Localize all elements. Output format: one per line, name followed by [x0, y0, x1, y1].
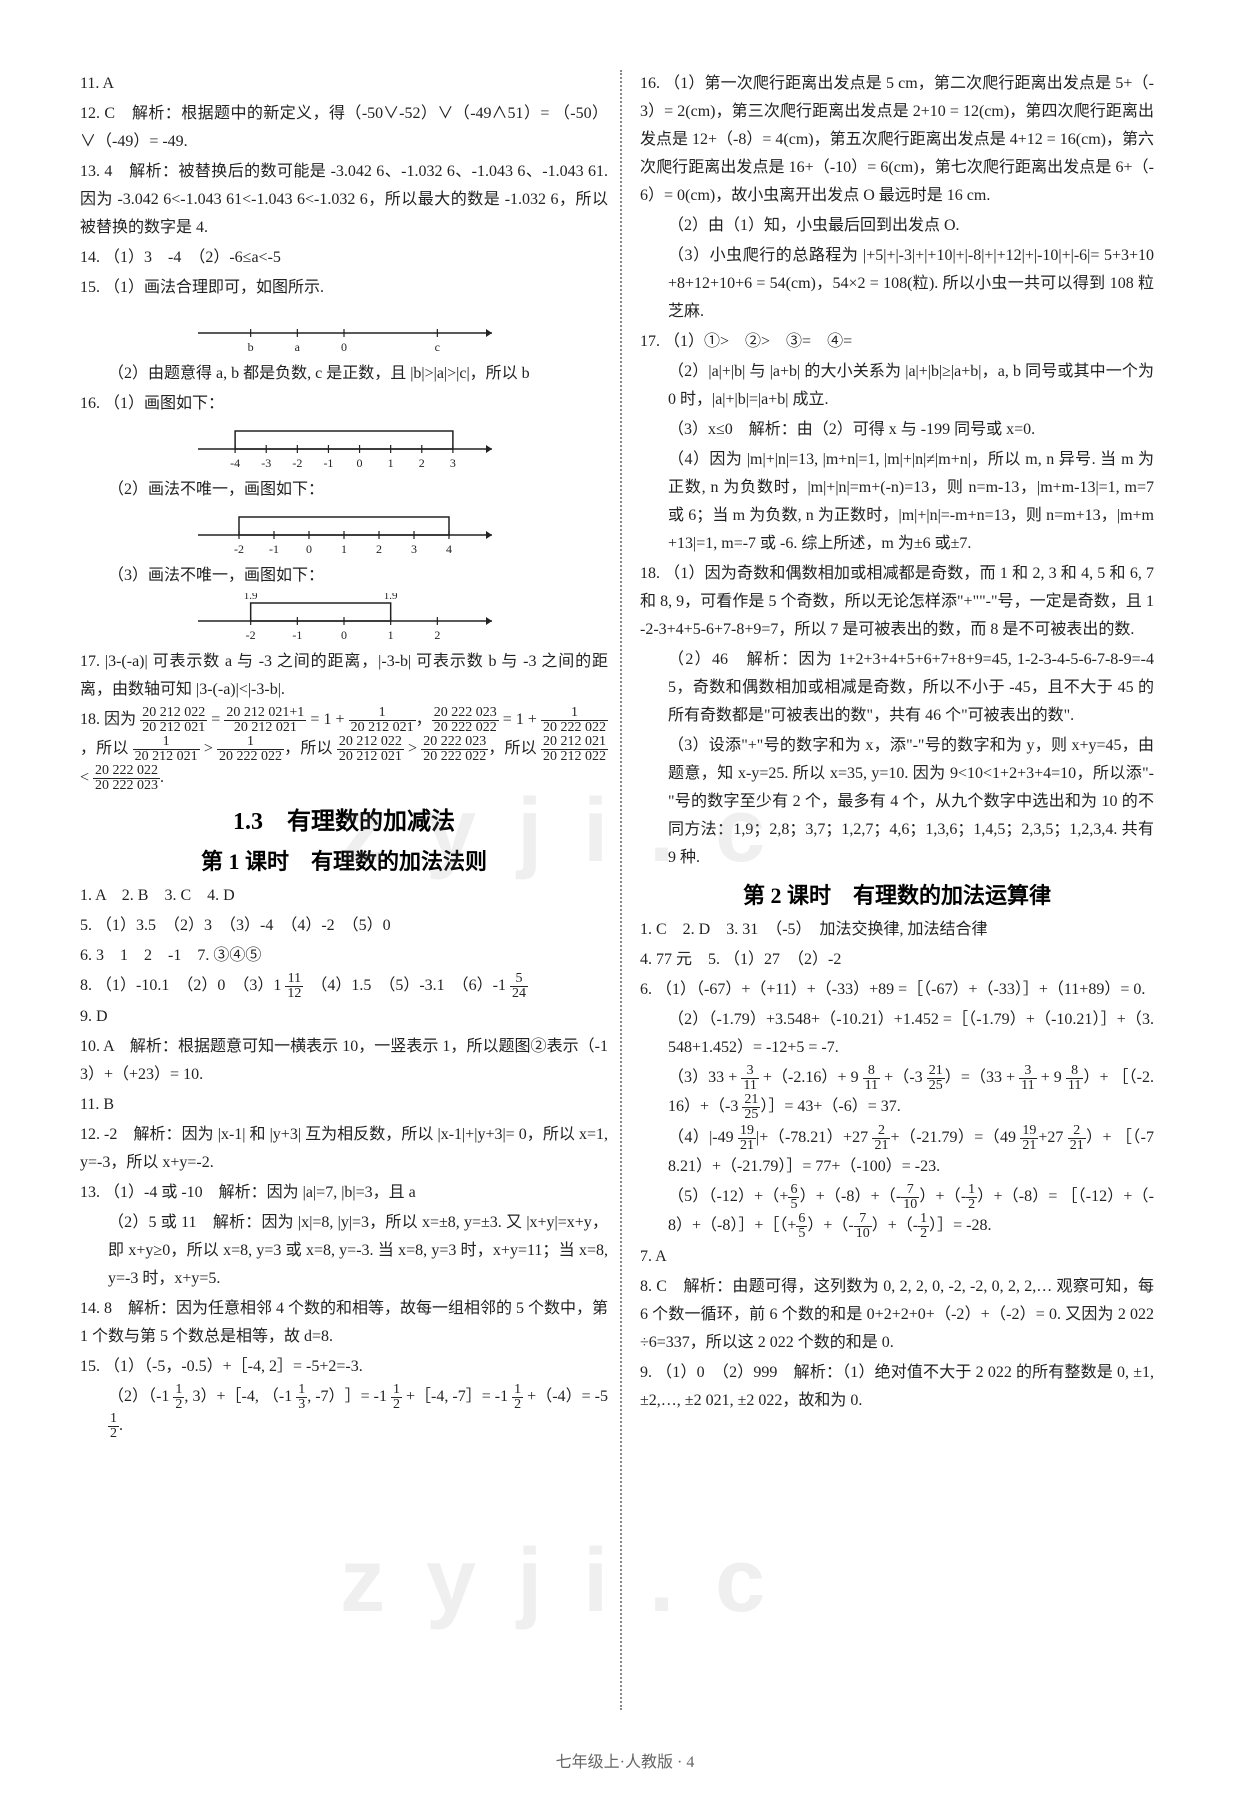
svg-text:-1: -1: [323, 456, 333, 470]
answer-line: 10. A 解析：根据题意可知一横表示 10，一竖表示 1，所以题图②表示（-1…: [80, 1033, 608, 1089]
answer-line: 17. |3-(-a)| 可表示数 a 与 -3 之间的距离，|-3-b| 可表…: [80, 648, 608, 704]
answer-line: 14. 8 解析：因为任意相邻 4 个数的和相等，故每一组相邻的 5 个数中，第…: [80, 1295, 608, 1351]
svg-text:2: 2: [434, 628, 440, 642]
answer-line: 4. 77 元 5. （1）27 （2）-2: [640, 946, 1154, 974]
svg-text:2: 2: [419, 456, 425, 470]
svg-text:0: 0: [306, 542, 312, 556]
svg-text:-3: -3: [261, 456, 271, 470]
answer-line-indent: （4）因为 |m|+|n|=13, |m+n|=1, |m|+|n|≠|m+n|…: [640, 446, 1154, 558]
answer-line: 18. 因为 20 212 02220 212 021 = 20 212 021…: [80, 706, 608, 793]
svg-text:1: 1: [341, 542, 347, 556]
answer-line: 9. （1）0 （2）999 解析：（1）绝对值不大于 2 022 的所有整数是…: [640, 1359, 1154, 1415]
answer-line: 11. A: [80, 70, 608, 98]
svg-text:b: b: [248, 340, 254, 354]
svg-text:-4: -4: [230, 456, 240, 470]
answer-line-indent: （3）设添"+"号的数字和为 x，添"-"号的数字和为 y，则 x+y=45，由…: [640, 732, 1154, 872]
answer-line-indent: （2）（-1.79）+3.548+（-10.21）+1.452 =［（-1.79…: [640, 1006, 1154, 1062]
svg-text:-2: -2: [246, 628, 256, 642]
answer-line: 15. （1）（-5，-0.5）+［-4, 2］= -5+2=-3.: [80, 1353, 608, 1381]
answer-line: 12. -2 解析：因为 |x-1| 和 |y+3| 互为相反数，所以 |x-1…: [80, 1121, 608, 1177]
svg-text:1: 1: [388, 628, 394, 642]
answer-line: 16. （1）画图如下：: [80, 390, 608, 418]
answer-line: 14. （1）3 -4 （2）-6≤a<-5: [80, 244, 608, 272]
answer-line-indent: （2）由（1）知，小虫最后回到出发点 O.: [640, 212, 1154, 240]
answer-line: 17. （1）①> ②> ③= ④=: [640, 328, 1154, 356]
answer-line: 1. A 2. B 3. C 4. D: [80, 882, 608, 910]
lesson-title: 第 1 课时 有理数的加法法则: [80, 844, 608, 876]
svg-text:1.9: 1.9: [244, 593, 258, 602]
lesson-title: 第 2 课时 有理数的加法运算律: [640, 878, 1154, 910]
answer-line-indent: （2）5 或 11 解析：因为 |x|=8, |y|=3，所以 x=±8, y=…: [80, 1209, 608, 1293]
left-column: 11. A12. C 解析：根据题中的新定义，得（-50∨-52）∨（-49∧5…: [80, 70, 620, 1730]
svg-text:4: 4: [446, 542, 452, 556]
svg-text:3: 3: [411, 542, 417, 556]
answer-line-indent: （3）33 + 311 +（-2.16）+ 9 811 +（-3 2125）=（…: [640, 1064, 1154, 1122]
answer-line-indent: （4）|-49 1921|+（-78.21）+27 221+（-21.79）=（…: [640, 1124, 1154, 1181]
svg-text:0: 0: [357, 456, 363, 470]
answer-line: 15. （1）画法合理即可，如图所示.: [80, 274, 608, 302]
answer-line-indent: （2）46 解析：因为 1+2+3+4+5+6+7+8+9=45, 1-2-3-…: [640, 646, 1154, 730]
svg-text:1.9: 1.9: [384, 593, 398, 602]
svg-text:0: 0: [341, 628, 347, 642]
svg-text:-2: -2: [234, 542, 244, 556]
page-footer: 七年级上·人教版 · 4: [0, 1748, 1250, 1772]
answer-line: 12. C 解析：根据题中的新定义，得（-50∨-52）∨（-49∧51）= （…: [80, 100, 608, 156]
answer-line-indent: （3）小虫爬行的总路程为 |+5|+|-3|+|+10|+|-8|+|+12|+…: [640, 242, 1154, 326]
svg-text:-2: -2: [292, 456, 302, 470]
answer-line: 9. D: [80, 1003, 608, 1031]
answer-line: 11. B: [80, 1091, 608, 1119]
svg-text:c: c: [435, 340, 440, 354]
svg-text:3: 3: [450, 456, 456, 470]
svg-text:1: 1: [388, 456, 394, 470]
svg-text:0: 0: [341, 340, 347, 354]
svg-text:-1: -1: [269, 542, 279, 556]
answer-line: 7. A: [640, 1243, 1154, 1271]
number-line-figure: -2 -1 0 1 2 1.9 1.9: [80, 592, 608, 648]
answer-line: 5. （1）3.5 （2）3 （3）-4 （4）-2 （5）0: [80, 912, 608, 940]
answer-line: 6. （1）（-67）+（+11）+（-33）+89 =［（-67）+（-33）…: [640, 976, 1154, 1004]
answer-line: 13. 4 解析：被替换后的数可能是 -3.042 6、-1.032 6、-1.…: [80, 158, 608, 242]
number-line-figure: -4 -3 -2 -1 0 1 2 3: [80, 420, 608, 476]
answer-line-indent: （3）x≤0 解析：由（2）可得 x 与 -199 同号或 x=0.: [640, 416, 1154, 444]
number-line-figure: -2 -1 0 1 2 3 4: [80, 506, 608, 562]
svg-text:-1: -1: [292, 628, 302, 642]
answer-line-indent: （3）画法不唯一，画图如下：: [80, 562, 608, 590]
right-column: 16. （1）第一次爬行距离出发点是 5 cm，第二次爬行距离出发点是 5+（-…: [622, 70, 1162, 1730]
answer-line-indent: （2）画法不唯一，画图如下：: [80, 476, 608, 504]
answer-line: 18. （1）因为奇数和偶数相加或相减都是奇数，而 1 和 2, 3 和 4, …: [640, 560, 1154, 644]
answer-line: 8. C 解析：由题可得，这列数为 0, 2, 2, 0, -2, -2, 0,…: [640, 1273, 1154, 1357]
answer-line-indent: （5）（-12）+（+65）+（-8）+（-710）+（-12）+（-8）= ［…: [640, 1183, 1154, 1241]
answer-line: 1. C 2. D 3. 31 （-5） 加法交换律, 加法结合律: [640, 916, 1154, 944]
svg-text:a: a: [295, 340, 301, 354]
answer-line: 8. （1）-10.1 （2）0 （3）1 1112 （4）1.5 （5）-3.…: [80, 972, 608, 1001]
answer-line-indent: （2）（-1 12, 3）+［-4, （-1 13, -7）］= -1 12 +…: [80, 1383, 608, 1441]
answer-line-indent: （2）由题意得 a, b 都是负数, c 是正数，且 |b|>|a|>|c|，所…: [80, 360, 608, 388]
answer-line: 6. 3 1 2 -1 7. ③④⑤: [80, 942, 608, 970]
answer-line: 16. （1）第一次爬行距离出发点是 5 cm，第二次爬行距离出发点是 5+（-…: [640, 70, 1154, 210]
answer-line-indent: （2）|a|+|b| 与 |a+b| 的大小关系为 |a|+|b|≥|a+b|，…: [640, 358, 1154, 414]
answer-line: 13. （1）-4 或 -10 解析：因为 |a|=7, |b|=3，且 a: [80, 1179, 608, 1207]
number-line-figure: b a 0 c: [80, 304, 608, 360]
section-title: 1.3 有理数的加减法: [80, 801, 608, 836]
svg-text:2: 2: [376, 542, 382, 556]
